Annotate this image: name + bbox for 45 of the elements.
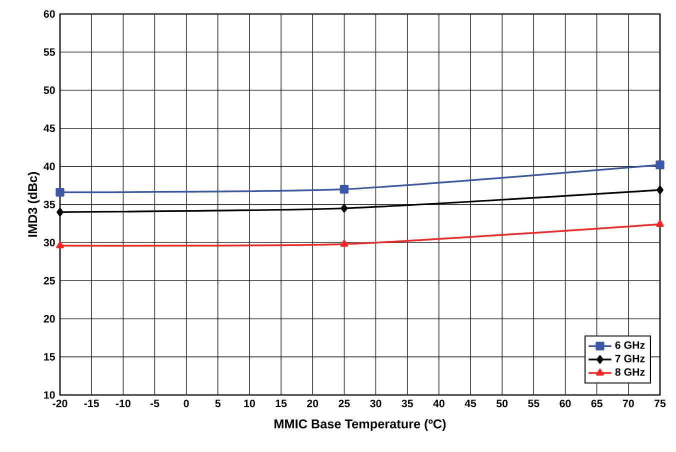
x-tick-label: 15: [276, 400, 287, 408]
y-tick-label: 40: [44, 162, 55, 170]
point: [656, 186, 664, 194]
x-tick-label: 45: [464, 400, 476, 408]
point: [56, 188, 64, 197]
y-tick-label: 25: [44, 276, 55, 284]
point: [340, 204, 348, 213]
x-tick-label: 70: [622, 400, 634, 408]
point: [56, 208, 64, 216]
x-tick-label: 75: [654, 400, 666, 408]
x-tick-label: 25: [338, 400, 350, 408]
y-axis-title: IMD3 (dBc): [28, 172, 40, 237]
y-tick-label: 10: [44, 391, 55, 399]
x-tick-label: 40: [433, 400, 444, 408]
x-tick-label: 0: [184, 400, 189, 408]
point: [340, 240, 348, 247]
x-tick-label: 30: [370, 400, 382, 408]
legend-label: 8 GHz: [615, 368, 645, 376]
y-tick-label: 45: [44, 124, 55, 132]
x-tick-label: 5: [215, 400, 221, 408]
x-tick-label: 10: [244, 400, 255, 408]
x-tick-label: 60: [560, 400, 571, 408]
legend-label: 7 GHz: [615, 354, 645, 362]
x-tick-label: -15: [84, 400, 99, 408]
x-tick-label: 50: [496, 400, 508, 408]
y-tick-label: 60: [44, 10, 55, 18]
y-tick-label: 50: [44, 86, 55, 94]
point: [340, 184, 349, 194]
point: [656, 220, 664, 227]
x-tick-label: -10: [116, 400, 130, 408]
x-tick-label: 35: [402, 400, 413, 408]
x-axis-title: MMIC Base Temperature (ºC): [274, 419, 446, 431]
y-tick-label: 20: [44, 315, 55, 323]
x-tick-label: 55: [528, 400, 540, 408]
x-tick-label: -20: [52, 400, 68, 408]
y-tick-label: 35: [44, 200, 55, 208]
point: [656, 160, 664, 170]
point: [56, 241, 64, 248]
y-tick-label: 15: [44, 353, 55, 361]
x-tick-label: -5: [150, 400, 160, 408]
legend-label: 6 GHz: [615, 341, 645, 349]
y-tick-label: 55: [44, 48, 55, 56]
y-tick-label: 30: [44, 238, 55, 246]
x-tick-label: 65: [591, 400, 602, 408]
x-tick-label: 20: [307, 400, 318, 408]
